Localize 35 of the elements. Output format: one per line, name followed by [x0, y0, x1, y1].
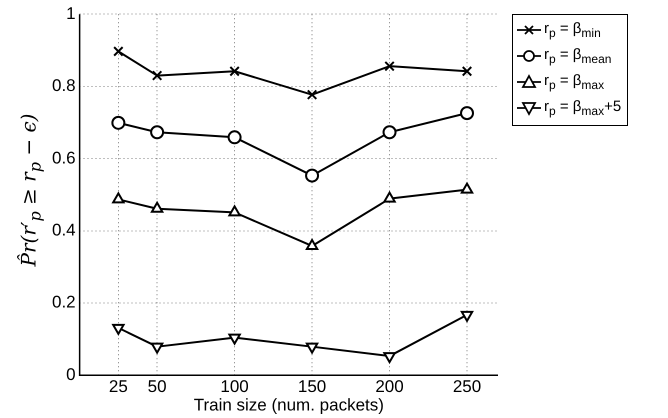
y-tick-label: 0.8	[52, 76, 76, 96]
point	[382, 125, 397, 140]
point	[383, 352, 396, 364]
point	[306, 89, 318, 100]
y-tick-label: 0.6	[52, 148, 76, 168]
point	[150, 125, 164, 140]
point	[228, 334, 241, 345]
point	[305, 168, 320, 183]
point	[112, 324, 125, 335]
x-tick-label: 50	[148, 377, 167, 396]
x-axis-title: Train size (num. packets)	[194, 395, 384, 414]
legend-label: r$_{p}$ = β$_{mean}$	[544, 46, 612, 66]
x-tick-label: 150	[298, 377, 326, 396]
x-tick-label: 100	[220, 377, 249, 396]
point	[384, 60, 395, 72]
x-tick-label: 250	[452, 377, 482, 396]
legend-label: r$_{p}$ = β$_{max}$	[544, 72, 604, 92]
y-tick-label: 0.4	[52, 220, 76, 240]
legend-label: r$_{p}$ = β$_{max}$+5	[544, 98, 622, 118]
x-tick-label: 200	[375, 377, 404, 396]
legend-label: r$_{p}$ = β$_{min}$	[544, 20, 601, 40]
y-tick-label: 1	[66, 4, 76, 23]
point	[460, 106, 474, 120]
point	[228, 130, 242, 144]
point	[462, 66, 472, 76]
point	[152, 70, 162, 81]
point	[460, 310, 474, 322]
point	[306, 342, 318, 354]
point	[111, 116, 126, 130]
point	[150, 342, 164, 354]
x-tick-label: 25	[108, 377, 128, 396]
y-tick-label: 0.2	[52, 292, 76, 312]
y-tick-label: 0	[66, 364, 76, 384]
point	[113, 46, 124, 57]
point	[229, 66, 240, 76]
